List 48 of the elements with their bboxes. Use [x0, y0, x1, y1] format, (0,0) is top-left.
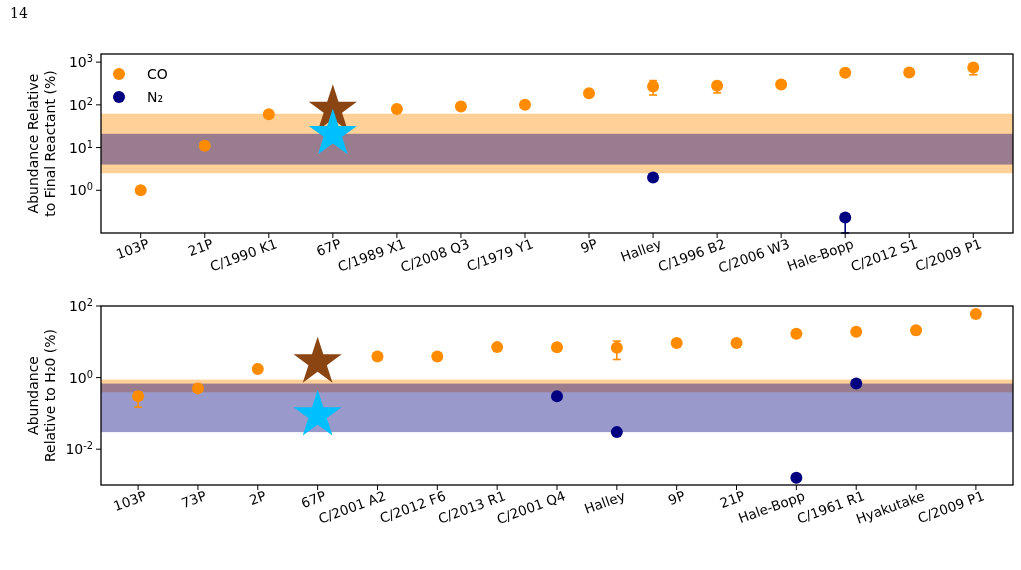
point	[969, 307, 982, 320]
x-tick-label: 9P	[665, 487, 688, 509]
y-tick-label: 10$^{-2}$	[65, 439, 93, 458]
point	[647, 171, 660, 184]
y-tick-label: 10$^{2}$	[68, 95, 93, 113]
point	[431, 350, 444, 363]
point	[790, 471, 803, 484]
point	[390, 102, 403, 115]
point	[551, 390, 563, 403]
point	[775, 78, 788, 91]
y-tick-label: 10$^{0}$	[68, 368, 93, 386]
point	[454, 100, 467, 113]
point	[790, 327, 803, 340]
x-tick-label: 21P	[185, 235, 216, 260]
y-tick-label: 10$^{2}$	[68, 296, 93, 314]
point	[491, 341, 504, 354]
x-tick-label: 103P	[111, 487, 149, 514]
point	[670, 336, 683, 349]
legend-label: CO	[147, 66, 168, 82]
point	[730, 336, 743, 349]
x-tick-label: 2P	[247, 487, 269, 509]
point	[518, 98, 531, 111]
x-tick-label: 73P	[179, 487, 209, 512]
text: 14	[10, 5, 28, 21]
point	[371, 350, 384, 363]
y-tick-label: 10$^{1}$	[68, 138, 93, 156]
point	[191, 382, 204, 395]
point	[251, 362, 264, 375]
y-tick-label: 10$^{0}$	[68, 180, 93, 199]
point	[583, 87, 596, 100]
point	[850, 325, 863, 338]
point	[198, 139, 211, 152]
x-tick-label: 67P	[313, 235, 344, 260]
legend-label: N₂	[147, 89, 164, 105]
point	[610, 426, 623, 439]
point	[134, 184, 147, 197]
point	[903, 66, 916, 79]
point	[839, 66, 852, 79]
point	[262, 108, 275, 121]
point	[910, 324, 923, 337]
point	[850, 377, 863, 390]
y-axis-title: Abundance Relative to H₂0 (%)	[24, 328, 58, 463]
y-axis-title: Abundance Relative to Final Reactant (%)	[24, 70, 58, 217]
point	[551, 341, 563, 354]
x-tick-label: 103P	[113, 235, 152, 262]
y-tick-label: 10$^{3}$	[68, 52, 93, 71]
x-tick-label: 9P	[578, 235, 600, 257]
x-tick-label: Halley	[582, 487, 628, 517]
